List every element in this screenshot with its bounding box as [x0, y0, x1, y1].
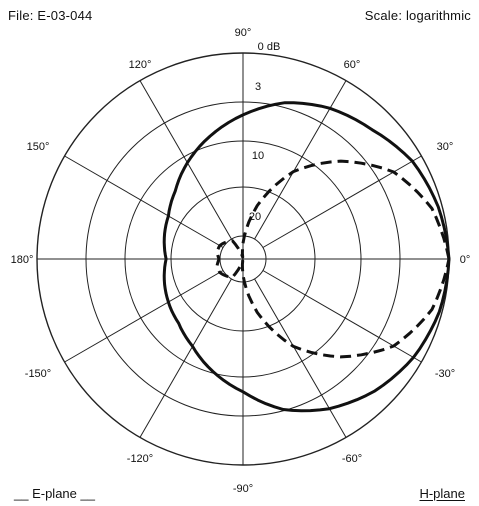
angle-label-30: 30°	[437, 141, 454, 153]
ring-label-2: 10	[252, 150, 264, 162]
grid-spoke-210	[64, 270, 224, 363]
ring-label-1: 3	[255, 81, 261, 93]
ring-label-3: 20	[249, 211, 261, 223]
angle-label-150: 150°	[27, 141, 50, 153]
grid-spoke-240	[139, 278, 232, 438]
grid-spoke-300	[254, 278, 347, 438]
angle-label-neg90: -90°	[233, 483, 253, 495]
angle-label-90: 90°	[235, 27, 252, 39]
scale-label: Scale: logarithmic	[364, 8, 471, 23]
grid-spoke-120	[139, 80, 232, 240]
angle-label-neg30: -30°	[435, 368, 455, 380]
angle-labels: 90° 60° 30° 0° -30° -60° -90° -120° -150° 180° 150…	[11, 27, 471, 495]
angle-label-60: 60°	[344, 59, 361, 71]
angle-label-0: 0°	[460, 254, 471, 266]
angle-label-120: 120°	[129, 59, 152, 71]
legend-e-plane: __ E-plane __	[14, 486, 95, 501]
angle-label-neg120: -120°	[127, 453, 153, 465]
legend-h-plane-label: H-plane	[419, 486, 465, 501]
legend-h-plane: H-plane	[419, 486, 465, 501]
pattern-traces	[162, 101, 451, 413]
trace-e-plane	[162, 101, 451, 413]
trace-h-plane	[215, 159, 451, 359]
grid-spoke-150	[64, 155, 224, 248]
angle-label-neg150: -150°	[25, 368, 51, 380]
ring-label-0: 0 dB	[258, 41, 281, 53]
file-label: File: E-03-044	[8, 8, 93, 23]
ring-labels: 0 dB 3 10 20	[247, 40, 281, 225]
angle-label-neg60: -60°	[342, 453, 362, 465]
angle-label-180: 180°	[11, 254, 34, 266]
